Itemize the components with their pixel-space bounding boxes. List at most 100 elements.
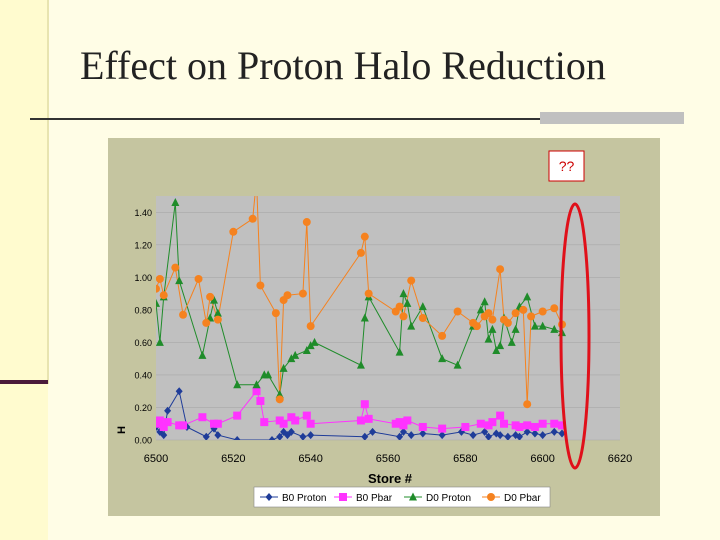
y-tick-labels: 0.00 0.20 0.40 0.60 0.80 1.00 1.20 1.40 [134,208,152,446]
b0-pbar-point [364,414,373,423]
d0-pbar-point [253,176,261,184]
d0-pbar-point [271,309,280,318]
d0-proton-point [198,350,207,359]
d0-proton-point [156,329,157,330]
d0-pbar-point [360,232,369,241]
d0-proton-point [530,321,539,330]
d0-pbar-point [395,302,404,311]
b0-pbar-point [515,422,524,431]
d0-proton-point [438,354,447,363]
y-tick-label: 0.60 [134,338,152,348]
d0-proton-point [492,346,501,355]
d0-pbar-point [538,307,547,316]
b0-pbar-point [198,413,207,422]
y-tick-label: 1.40 [134,208,152,218]
y-tick-label: 0.80 [134,305,152,315]
d0-pbar-point [364,289,373,298]
y-tick-label: 1.00 [134,273,152,283]
b0-pbar-point [179,421,188,430]
b0-pbar-point [252,387,261,396]
b0-proton-point [202,432,210,440]
b0-proton-point [160,431,168,440]
b0-pbar-point [538,419,547,428]
d0-pbar-point [156,284,160,293]
d0-pbar-point [488,315,497,324]
b0-pbar-point [476,419,485,428]
b0-proton-legend-marker [265,493,273,501]
x-tick-label: 6560 [376,453,400,465]
d0-proton-point [399,289,408,298]
d0-pbar-point [484,309,493,318]
b0-proton-point [496,431,504,440]
left-decor-rule [47,0,49,384]
b0-pbar-legend-label: B0 Pbar [356,493,393,504]
d0-proton-point [511,324,520,333]
d0-pbar-point [453,307,462,316]
d0-pbar-point [407,276,416,285]
d0-pbar-point [283,291,292,300]
b0-pbar-point [488,418,497,427]
y-tick-label: 0.20 [134,403,152,413]
b0-proton-point [164,406,172,415]
d0-proton-point [550,324,559,333]
d0-pbar-point [171,263,180,272]
d0-pbar-point [275,395,284,404]
y-gridlines [156,211,620,441]
b0-proton-point [504,432,512,440]
b0-proton-point [283,431,291,440]
b0-proton-point [287,427,295,436]
highlight-ellipse [559,202,591,470]
d0-pbar-point [202,318,211,327]
plot-area [156,196,620,440]
d0-proton-point [403,298,412,307]
chart-svg: 0.00 0.20 0.40 0.60 0.80 1.00 1.20 1.40 6500 652… [116,150,632,508]
b0-proton-point [550,427,558,436]
b0-proton-point [214,431,222,440]
b0-pbar-point [500,419,508,428]
annotation-label: ?? [559,158,575,174]
d0-pbar-point [256,281,265,290]
left-decor-accent [0,380,48,384]
b0-proton-point [175,387,183,396]
d0-pbar-legend-label: D0 Pbar [504,493,541,504]
b0-proton-point [515,432,523,440]
d0-proton-point [538,321,547,330]
b0-pbar-point [260,418,269,427]
d0-proton-point [171,198,180,207]
b0-pbar-point [461,422,470,431]
d0-pbar-point [156,305,157,308]
d0-pbar-point [519,305,528,314]
d0-proton-point [496,341,505,350]
b0-proton-point [469,431,477,440]
d0-pbar-point [159,291,168,300]
b0-pbar-legend-marker [339,493,347,501]
series-marks [156,176,566,440]
b0-proton-point [156,427,164,436]
b0-pbar-point [256,396,265,405]
d0-proton-point [507,337,516,346]
d0-pbar-point [496,265,505,274]
b0-pbar-point [550,419,559,428]
b0-pbar-point [306,419,315,428]
d0-proton-point [488,324,497,333]
b0-proton-point [268,436,276,440]
b0-proton-point [276,432,284,440]
d0-pbar-point [213,315,222,324]
legend: B0 Proton B0 Pbar D0 Proton D0 Pbar [253,486,551,508]
d0-pbar-point [527,312,536,321]
x-axis-label: Store # [368,471,413,486]
d0-proton-legend-label: D0 Proton [426,493,471,504]
d0-proton-point [264,370,273,379]
d0-pbar-point [399,312,408,321]
b0-proton-point [531,429,539,438]
title-divider-accent [540,112,684,124]
b0-pbar-point [558,421,566,430]
x-tick-label: 6540 [298,453,322,465]
b0-pbar-point [399,421,408,430]
y-tick-label: 0.00 [134,436,152,446]
b0-proton-point [485,432,493,440]
b0-proton-point [396,432,404,440]
b0-proton-point [539,431,547,440]
y-tick-label: 0.40 [134,370,152,380]
d0-proton-point [213,308,222,317]
